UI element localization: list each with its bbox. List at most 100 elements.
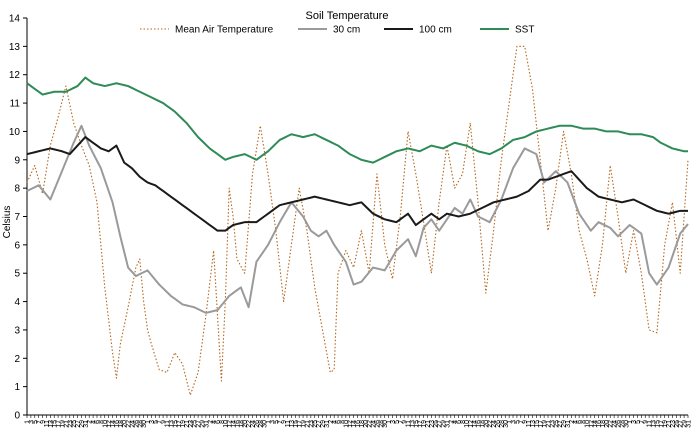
x-tick-label: 9 <box>402 420 409 424</box>
x-tick-label: 25 <box>71 420 78 428</box>
x-tick-label: 30 <box>382 420 389 428</box>
x-tick-label: 26 <box>374 420 381 428</box>
y-tick-label: 11 <box>10 99 21 110</box>
x-tick-label: 3 <box>390 420 397 424</box>
x-tick-label: 11 <box>44 420 51 427</box>
x-tick-label: 25 <box>192 420 199 428</box>
x-tick-label: 1 <box>627 420 634 424</box>
x-tick-label: 31 <box>565 420 572 428</box>
x-tick-label: 26 <box>133 420 140 428</box>
x-tick-label: 31 <box>83 420 90 428</box>
x-tick-label: 13 <box>168 420 175 428</box>
x-tick-label: 10 <box>464 420 471 428</box>
x-tick-label: 4 <box>91 420 98 424</box>
x-tick-label: 7 <box>277 420 284 424</box>
x-tick-label: 14 <box>351 420 358 428</box>
x-tick-label: 9 <box>40 420 47 424</box>
x-tick-label: 31 <box>686 420 693 428</box>
x-tick-label: 11 <box>526 420 533 427</box>
x-tick-label: 13 <box>409 420 416 428</box>
x-tick-label: 5 <box>635 420 642 424</box>
x-tick-label: 2 <box>569 420 576 424</box>
x-tick-label: 21 <box>546 420 553 428</box>
x-tick-label: 6 <box>94 420 101 424</box>
x-tick-label: 27 <box>678 420 685 428</box>
x-tick-label: 23 <box>670 420 677 428</box>
x-tick-label: 29 <box>320 420 327 428</box>
x-tick-label: 19 <box>301 420 308 428</box>
x-tick-label: 1 <box>145 420 152 424</box>
x-tick-label: 25 <box>674 420 681 428</box>
x-tick-label: 13 <box>530 420 537 428</box>
x-tick-label: 29 <box>441 420 448 428</box>
y-tick-label: 3 <box>14 325 20 336</box>
x-tick-label: 12 <box>588 420 595 428</box>
x-tick-label: 17 <box>56 420 63 428</box>
x-tick-label: 12 <box>347 420 354 428</box>
x-tick-label: 9 <box>281 420 288 424</box>
x-tick-label: 18 <box>600 420 607 428</box>
x-tick-label: 20 <box>242 420 249 428</box>
x-tick-label: 3 <box>269 420 276 424</box>
x-tick-label: 14 <box>110 420 117 428</box>
y-tick-label: 14 <box>9 14 21 25</box>
series-line-100-cm <box>26 136 688 232</box>
x-tick-label: 5 <box>514 420 521 424</box>
x-tick-label: 23 <box>308 420 315 428</box>
y-tick-label: 2 <box>14 354 20 365</box>
x-tick-label: 23 <box>429 420 436 428</box>
y-tick-label: 10 <box>9 127 21 138</box>
x-tick-label: 8 <box>219 420 226 424</box>
x-tick-label: 26 <box>616 420 623 428</box>
x-tick-label: 16 <box>596 420 603 428</box>
x-tick-label: 7 <box>639 420 646 424</box>
x-tick-label: 8 <box>98 420 105 424</box>
x-tick-label: 29 <box>561 420 568 428</box>
x-tick-label: 4 <box>211 420 218 424</box>
x-tick-label: 15 <box>413 420 420 428</box>
x-tick-label: 18 <box>118 420 125 428</box>
x-tick-label: 13 <box>651 420 658 428</box>
x-tick-label: 15 <box>52 420 59 428</box>
x-tick-label: 10 <box>102 420 109 428</box>
x-tick-label: 22 <box>126 420 133 428</box>
x-tick-label: 17 <box>658 420 665 428</box>
x-tick-label: 14 <box>472 420 479 428</box>
x-tick-label: 26 <box>254 420 261 428</box>
x-tick-label: 6 <box>336 420 343 424</box>
x-tick-label: 10 <box>223 420 230 428</box>
legend: Mean Air Temperature 30 cm 100 cm SST <box>140 25 534 36</box>
x-tick-label: 24 <box>129 420 136 428</box>
legend-label: 100 cm <box>419 25 452 36</box>
x-tick-label: 1 <box>25 420 32 424</box>
x-tick-label: 31 <box>203 420 210 428</box>
x-tick-label: 5 <box>273 420 280 424</box>
x-tick-label: 2 <box>87 420 94 424</box>
x-tick-label: 7 <box>36 420 43 424</box>
x-tick-label: 6 <box>215 420 222 424</box>
x-tick-label: 20 <box>363 420 370 428</box>
x-tick-label: 31 <box>324 420 331 428</box>
x-tick-label: 3 <box>511 420 518 424</box>
y-tick-label: 9 <box>14 155 20 166</box>
x-tick-label: 12 <box>106 420 113 428</box>
x-tick-label: 23 <box>188 420 195 428</box>
x-tick-label: 18 <box>479 420 486 428</box>
x-tick-label: 24 <box>250 420 257 428</box>
x-tick-label: 19 <box>59 420 66 428</box>
y-axis-label: Celsius <box>2 206 13 239</box>
x-tick-label: 28 <box>499 420 506 428</box>
x-tick-label: 11 <box>406 420 413 427</box>
x-tick-label: 25 <box>553 420 560 428</box>
x-tick-label: 10 <box>343 420 350 428</box>
x-tick-label: 23 <box>67 420 74 428</box>
x-tick-label: 2 <box>328 420 335 424</box>
legend-label: Mean Air Temperature <box>175 25 274 36</box>
x-tick-label: 4 <box>573 420 580 424</box>
x-tick-label: 3 <box>631 420 638 424</box>
x-tick-label: 6 <box>456 420 463 424</box>
x-tick-label: 9 <box>643 420 650 424</box>
